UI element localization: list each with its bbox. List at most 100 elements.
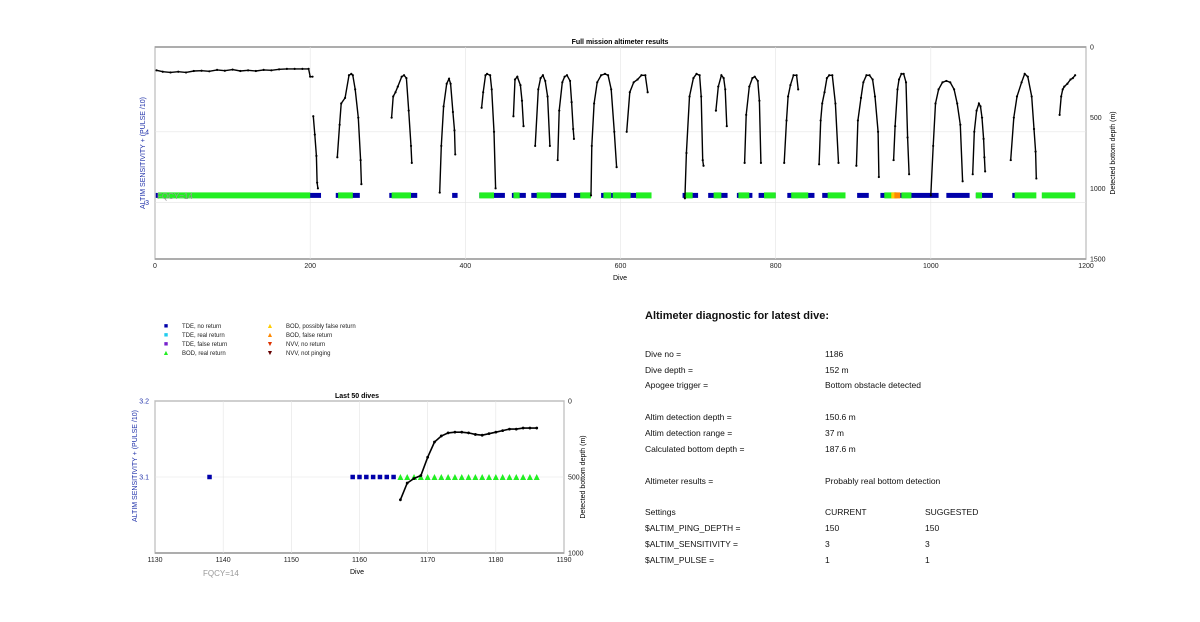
x-tick-label: 1200 xyxy=(1078,263,1094,270)
depth-point xyxy=(1060,95,1063,98)
depth-point xyxy=(751,76,754,80)
depth-point xyxy=(1069,78,1072,81)
marker-band xyxy=(158,192,311,199)
triangle-marker xyxy=(526,474,533,480)
triangle-down-marker-icon: ▼ xyxy=(266,341,274,348)
depth-point xyxy=(278,68,281,71)
triangle-marker xyxy=(492,474,499,480)
depth-point xyxy=(979,105,982,108)
depth-point xyxy=(902,72,905,75)
depth-point xyxy=(797,88,800,91)
depth-point xyxy=(724,88,727,91)
depth-point xyxy=(231,68,234,71)
depth-point xyxy=(394,91,397,94)
depth-point xyxy=(473,433,477,436)
triangle-marker xyxy=(479,474,486,480)
depth-point xyxy=(561,81,564,84)
depth-point xyxy=(932,144,935,148)
y-right-tick-label: 1000 xyxy=(1090,186,1106,193)
depth-point xyxy=(338,123,341,126)
depth-point xyxy=(1023,72,1026,75)
square-marker xyxy=(350,474,355,480)
depth-point xyxy=(262,68,265,71)
depth-point xyxy=(239,69,242,73)
depth-point xyxy=(873,95,877,98)
depth-point xyxy=(876,130,880,133)
y-left-tick-label: 3 xyxy=(145,200,149,207)
square-marker xyxy=(391,474,396,480)
marker-band xyxy=(479,192,495,199)
legend-label: BOD, real return xyxy=(182,351,226,357)
depth-point xyxy=(908,173,911,176)
marker-band xyxy=(684,192,693,199)
x-tick-label: 400 xyxy=(459,263,471,270)
marker-band xyxy=(894,192,901,199)
ping-depth-label: $ALTIM_PING_DEPTH = xyxy=(645,523,741,533)
full-mission-ticks: 0 200 400 600 800 1000 1200 3 4 0 500 1000 1500 xyxy=(145,45,1106,271)
depth-point xyxy=(628,91,631,94)
marker-band xyxy=(791,192,809,199)
depth-point xyxy=(351,74,354,77)
full-mission-xlabel: Dive xyxy=(613,275,627,282)
square-marker xyxy=(384,474,390,480)
marker-band xyxy=(946,192,970,198)
sensitivity-label: $ALTIM_SENSITIVITY = xyxy=(645,539,738,549)
square-marker xyxy=(357,474,362,480)
marker-band xyxy=(975,192,993,198)
depth-point xyxy=(492,130,496,133)
depth-point xyxy=(717,85,720,88)
depth-point xyxy=(644,74,647,77)
depth-point xyxy=(743,161,746,164)
sensitivity-current: 3 xyxy=(825,539,830,549)
depth-point xyxy=(589,194,593,197)
depth-line-segment xyxy=(855,74,880,178)
depth-line-segment xyxy=(743,75,762,163)
depth-point xyxy=(572,127,575,131)
triangle-marker xyxy=(520,474,527,480)
marker-band xyxy=(1041,192,1076,199)
marker-band xyxy=(536,192,551,199)
depth-point xyxy=(161,70,164,73)
marker-band xyxy=(764,192,776,199)
marker-legend: ■ TDE, no return ■ TDE, real return ■ TDE, … xyxy=(160,322,420,362)
depth-point xyxy=(949,81,952,84)
depth-point xyxy=(513,78,517,81)
depth-point xyxy=(593,102,596,105)
triangle-marker xyxy=(451,474,458,480)
depth-point xyxy=(825,76,828,80)
marker-band xyxy=(308,192,322,198)
x-tick-label: 1190 xyxy=(556,557,571,564)
depth-point xyxy=(544,79,547,83)
depth-point xyxy=(484,74,487,77)
depth-point xyxy=(795,74,798,77)
marker-band xyxy=(857,192,869,198)
depth-point xyxy=(343,96,347,99)
depth-point xyxy=(956,102,959,105)
depth-point xyxy=(596,81,599,84)
last-50-dives-chart: 1130 1140 1150 1160 1170 1180 1190 3.1 3.2 0 500 10… xyxy=(132,393,587,578)
legend-label: TDE, real return xyxy=(182,333,225,339)
legend-item-tde-no-return: ■ TDE, no return xyxy=(160,322,221,331)
depth-point xyxy=(821,102,824,105)
square-marker xyxy=(370,474,376,480)
dive-no-label: Dive no = xyxy=(645,349,682,359)
legend-item-bod-real-return: ▲ BOD, real return xyxy=(160,349,226,358)
depth-point xyxy=(906,136,909,139)
depth-point xyxy=(350,72,353,75)
depth-point xyxy=(487,432,491,436)
triangle-marker xyxy=(417,474,424,480)
altimeter-results-label: Altimeter results = xyxy=(645,476,714,486)
depth-point xyxy=(293,67,296,71)
sensitivity-suggested: 3 xyxy=(925,539,930,549)
depth-point xyxy=(313,133,316,136)
depth-point xyxy=(692,76,695,80)
depth-point xyxy=(973,130,976,133)
triangle-marker xyxy=(506,474,513,480)
depth-point xyxy=(786,95,790,98)
depth-point xyxy=(937,88,940,91)
depth-point xyxy=(983,156,986,159)
depth-point xyxy=(546,95,549,98)
depth-point xyxy=(390,116,393,119)
depth-point xyxy=(307,67,310,71)
